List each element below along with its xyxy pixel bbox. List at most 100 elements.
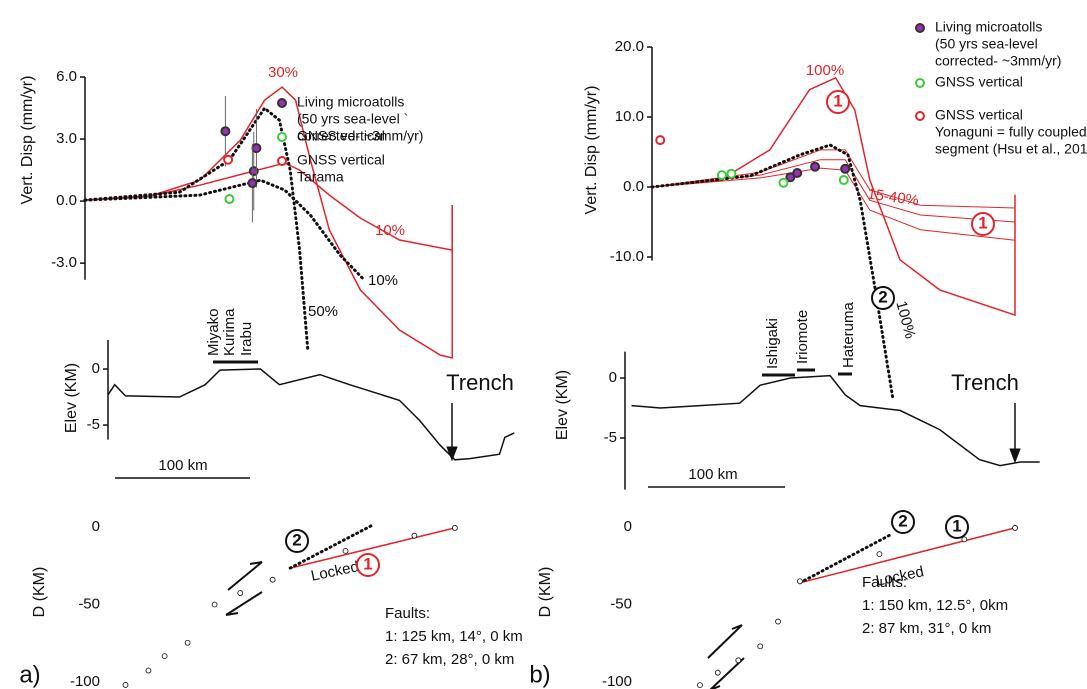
layout-shapes	[115, 360, 1021, 689]
data-point	[122, 682, 129, 688]
data-point	[810, 161, 821, 172]
data-point	[411, 532, 418, 539]
y-tick-label: 0.0	[56, 192, 77, 209]
annotation: 1	[363, 554, 372, 573]
y-tick-label: -100	[70, 673, 100, 689]
legend-label: GNSS vertical	[297, 152, 385, 168]
annotation: 2	[898, 511, 907, 530]
curve	[290, 527, 456, 569]
curve	[83, 106, 310, 352]
y-tick-label: -5	[604, 429, 617, 446]
data-point	[716, 170, 727, 181]
annotation: 100 km	[158, 457, 207, 474]
data-point	[961, 536, 968, 543]
annotation: Ishigaki	[764, 318, 781, 369]
number-circle	[826, 90, 850, 114]
y-tick-label: -50	[610, 595, 632, 612]
annotation: Hateruma	[840, 301, 857, 368]
annotation: 10%	[368, 272, 398, 289]
y-tick-label: 0	[609, 369, 617, 386]
data-point	[735, 657, 742, 664]
data-point	[220, 126, 231, 137]
legend-label: GNSS vertical	[297, 128, 385, 144]
data-point	[714, 669, 721, 676]
data-point	[269, 576, 276, 583]
annotation: 2: 67 km, 28°, 0 km	[385, 651, 514, 668]
legend-label: corrected- ~3mm/yr)	[297, 128, 423, 144]
y-axis-label: D (KM)	[537, 567, 554, 618]
y-tick-label: 0	[92, 518, 100, 535]
data-point	[342, 547, 349, 554]
data-point	[778, 177, 789, 188]
y-axis-label: Vert. Disp (mm/yr)	[19, 76, 36, 205]
annotation: 1: 150 km, 12.5°, 0km	[862, 597, 1008, 614]
data-point	[785, 172, 796, 183]
data-point	[451, 525, 458, 531]
data-point	[840, 163, 851, 174]
curve	[798, 533, 892, 585]
annotation: Irabu	[238, 322, 255, 356]
number-circle	[891, 510, 915, 534]
number-circle	[285, 529, 309, 553]
annotation: 15-40%	[866, 185, 920, 209]
annotation: 100%	[892, 299, 918, 340]
data-point	[248, 166, 259, 177]
data-point	[247, 178, 258, 189]
legend-label: (50 yrs sea-level `	[297, 111, 408, 127]
curve	[288, 523, 375, 570]
data-point	[726, 168, 737, 179]
legend-label: Yonaguni = fully coupled	[935, 124, 1087, 140]
data-point	[223, 154, 234, 165]
data-point	[792, 168, 803, 178]
y-tick-label: 0.0	[623, 178, 644, 195]
annotation: 1	[952, 516, 961, 535]
legend-marker	[915, 78, 925, 88]
data-point	[237, 590, 244, 596]
annotation: Faults:	[862, 574, 907, 591]
legend-marker	[277, 156, 287, 166]
annotation: 10%	[375, 222, 405, 239]
annotation: Trench	[951, 370, 1019, 395]
data-point	[161, 653, 168, 660]
legend-label: Living microatolls	[297, 94, 404, 110]
annotation: b)	[529, 661, 550, 688]
legend-marker	[915, 111, 925, 121]
annotation: Iriomote	[794, 310, 811, 364]
data-point	[697, 682, 703, 688]
data-point	[184, 639, 191, 646]
curve	[651, 149, 1016, 209]
annotation: 100 km	[688, 466, 737, 483]
data-point	[251, 143, 262, 154]
y-tick-label: -5	[87, 416, 100, 433]
y-tick-label: 6.0	[56, 68, 77, 85]
data-point	[211, 601, 218, 608]
legend-marker	[277, 98, 287, 108]
data-point	[145, 667, 152, 674]
data-point	[1012, 525, 1018, 531]
slip-arrows	[707, 624, 745, 689]
data-point	[797, 578, 803, 585]
curve	[651, 76, 1016, 317]
y-axis-label: Elev (KM)	[63, 363, 80, 433]
curve	[83, 178, 366, 282]
arrow-head	[1009, 448, 1021, 464]
annotation: 30%	[268, 64, 298, 81]
y-axis-label: D (KM)	[31, 567, 48, 618]
y-tick-label: 0	[624, 518, 632, 535]
number-circle	[945, 515, 969, 539]
annotation: 100%	[806, 62, 844, 79]
legend-label: segment (Hsu et al., 2012)	[935, 141, 1087, 157]
legend-label: Tarama	[297, 169, 344, 185]
data-point	[655, 135, 666, 146]
data-point	[757, 643, 764, 650]
y-axis-label: Vert. Disp (mm/yr)	[583, 86, 600, 215]
annotation: a)	[19, 661, 40, 688]
y-tick-label: -10.0	[610, 248, 644, 265]
curve	[631, 374, 1040, 467]
legend-marker	[277, 132, 287, 142]
curve	[799, 527, 1016, 584]
number-circle	[971, 212, 995, 236]
curve	[84, 86, 453, 359]
annotation: Faults:	[385, 605, 430, 622]
annotation: Miyako	[205, 308, 222, 356]
